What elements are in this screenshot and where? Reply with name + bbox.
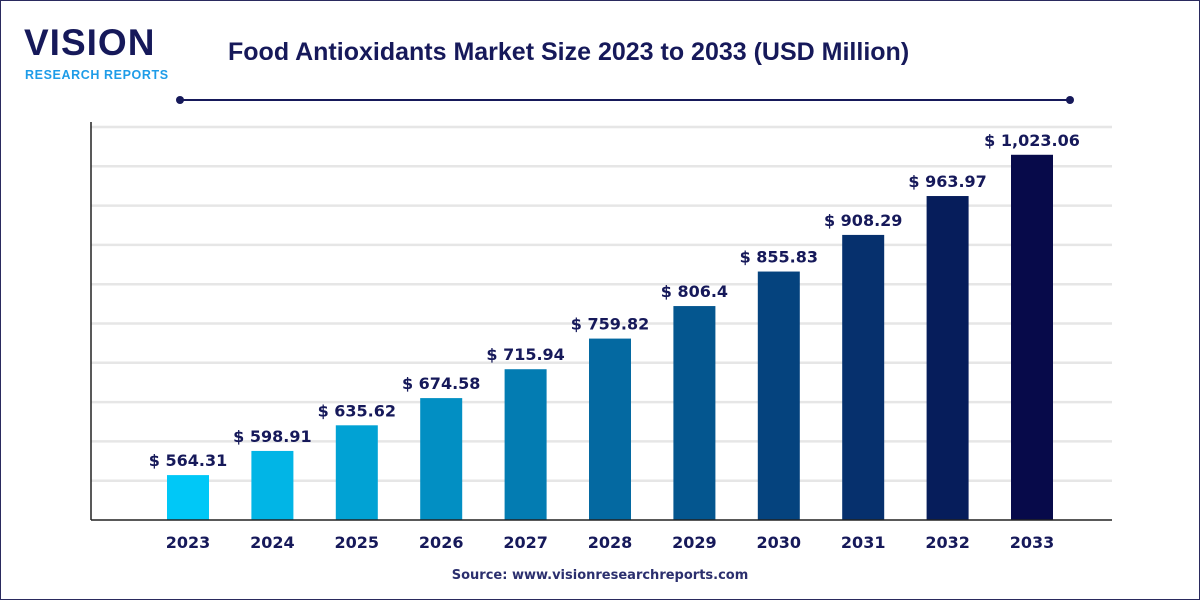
- bar-2028: [589, 338, 631, 520]
- x-tick-label: 2031: [841, 533, 886, 552]
- x-tick-label: 2024: [250, 533, 295, 552]
- title-divider: [180, 99, 1070, 101]
- data-label-2030: $ 855.83: [740, 248, 818, 267]
- x-tick-label: 2027: [503, 533, 548, 552]
- bar-2029: [673, 306, 716, 520]
- bar-2031: [842, 234, 885, 520]
- data-label-2023: $ 564.31: [149, 451, 227, 470]
- bar-2024: [251, 450, 294, 520]
- x-tick-label: 2030: [757, 533, 802, 552]
- bar-2027: [504, 369, 547, 520]
- x-tick-label: 2025: [335, 533, 380, 552]
- data-label-2033: $ 1,023.06: [984, 131, 1080, 150]
- divider-dot-left: [176, 96, 184, 104]
- bar-2023: [167, 475, 209, 520]
- logo-subtitle: RESEARCH REPORTS: [25, 68, 169, 82]
- logo: VISION RESEARCH REPORTS: [24, 14, 184, 84]
- data-label-2029: $ 806.4: [661, 282, 728, 301]
- data-label-2027: $ 715.94: [486, 345, 564, 364]
- data-label-2026: $ 674.58: [402, 374, 480, 393]
- data-label-2025: $ 635.62: [318, 401, 396, 420]
- x-tick-label: 2033: [1010, 533, 1055, 552]
- x-tick-label: 2029: [672, 533, 717, 552]
- x-tick-label: 2023: [166, 533, 211, 552]
- data-label-2024: $ 598.91: [233, 427, 311, 446]
- data-label-2028: $ 759.82: [571, 315, 649, 334]
- bar-2030: [757, 271, 800, 520]
- x-tick-label: 2026: [419, 533, 464, 552]
- divider-dot-right: [1066, 96, 1074, 104]
- bar-2033: [1011, 154, 1053, 521]
- x-tick-label: 2032: [925, 533, 970, 552]
- bar-2032: [926, 196, 969, 521]
- chart-title: Food Antioxidants Market Size 2023 to 20…: [228, 38, 910, 66]
- data-label-2031: $ 908.29: [824, 211, 902, 230]
- bar-2025: [335, 425, 378, 520]
- logo-wordmark: VISION: [24, 22, 156, 63]
- x-tick-label: 2028: [588, 533, 633, 552]
- source-note: Source: www.visionresearchreports.com: [451, 568, 749, 583]
- data-label-2032: $ 963.97: [908, 172, 986, 191]
- bar-2026: [420, 398, 463, 520]
